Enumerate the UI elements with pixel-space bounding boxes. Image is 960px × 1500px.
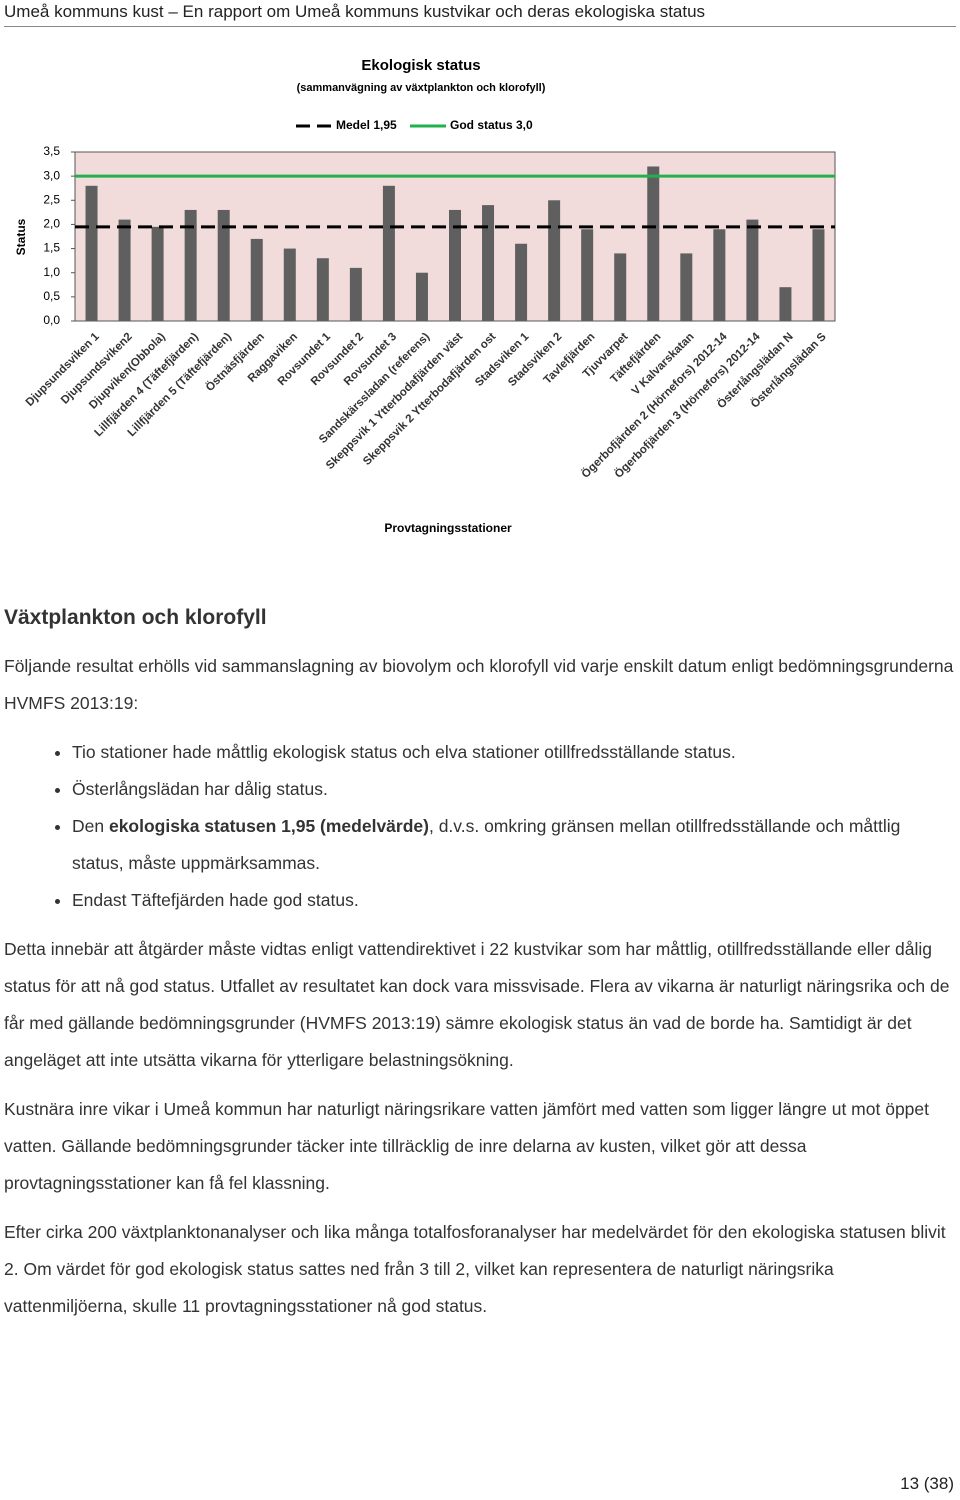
legend-label: God status 3,0 — [450, 118, 533, 132]
page-number: 13 (38) — [900, 1474, 954, 1493]
bar — [581, 229, 594, 321]
chart-subtitle: (sammanvägning av växtplankton och kloro… — [297, 82, 546, 94]
chart-title: Ekologisk status — [361, 57, 480, 74]
page-header: Umeå kommuns kust – En rapport om Umeå k… — [4, 2, 956, 27]
paragraph: Detta innebär att åtgärder måste vidtas … — [4, 939, 950, 1070]
chart: Ekologisk status (sammanvägning av växtp… — [14, 57, 836, 535]
bar — [647, 166, 660, 321]
bar — [515, 243, 528, 321]
bar — [415, 272, 428, 321]
bar — [250, 238, 263, 321]
text: Tio stationer hade måttlig ekologisk sta… — [72, 742, 736, 762]
bar — [349, 267, 362, 321]
text: Den — [72, 816, 109, 836]
bar — [779, 287, 792, 321]
section-heading: Växtplankton och klorofyll — [4, 606, 267, 629]
y-tick-label: 3,0 — [43, 168, 60, 182]
paragraph: Efter cirka 200 växtplanktonanalyser och… — [4, 1222, 946, 1316]
text: Endast Täftefjärden hade god status. — [72, 890, 359, 910]
y-tick-label: 3,5 — [43, 144, 60, 158]
bar — [316, 258, 329, 321]
paragraphs: Detta innebär att åtgärder måste vidtas … — [4, 931, 956, 1325]
bar — [449, 209, 461, 321]
bullet-item: Endast Täftefjärden hade god status. — [72, 882, 956, 919]
bar — [217, 209, 230, 321]
bar — [482, 205, 495, 321]
text: Österlångslädan har dålig status. — [72, 779, 328, 799]
bullet-item: Tio stationer hade måttlig ekologisk sta… — [72, 734, 956, 771]
document-body: Växtplankton och klorofyll Följande resu… — [4, 602, 956, 1337]
y-tick-label: 2,0 — [43, 217, 60, 231]
paragraph: Följande resultat erhölls vid sammanslag… — [4, 656, 954, 713]
bullet-item: Den ekologiska statusen 1,95 (medelvärde… — [72, 808, 956, 882]
text: , d.v.s. omkring gränsen mellan otillfre… — [72, 816, 901, 873]
bar — [283, 248, 296, 321]
bar — [151, 226, 164, 321]
legend-label: Medel 1,95 — [336, 118, 397, 132]
bar — [382, 185, 395, 321]
bar — [85, 185, 98, 321]
bar — [713, 229, 726, 321]
y-tick-label: 1,0 — [43, 265, 60, 279]
y-tick-label: 0,5 — [43, 289, 60, 303]
x-axis-label: Provtagningsstationer — [384, 521, 512, 535]
bullet-item: Österlångslädan har dålig status. — [72, 771, 956, 808]
bullet-list: Tio stationer hade måttlig ekologisk sta… — [4, 734, 956, 919]
bar — [812, 229, 825, 321]
y-tick-label: 0,0 — [43, 313, 60, 327]
paragraph: Kustnära inre vikar i Umeå kommun har na… — [4, 1099, 930, 1193]
bar — [184, 209, 197, 321]
bar — [118, 219, 131, 321]
bold-text: ekologiska statusen 1,95 (medelvärde) — [108, 816, 429, 836]
y-tick-label: 1,5 — [43, 241, 60, 255]
x-tick-label: Östnäsfjärden — [203, 330, 267, 394]
bar — [746, 219, 759, 321]
bar — [548, 200, 561, 321]
y-tick-label: 2,5 — [43, 192, 60, 206]
bar — [614, 253, 627, 321]
bar — [680, 253, 693, 321]
y-axis-label: Status — [14, 218, 28, 255]
